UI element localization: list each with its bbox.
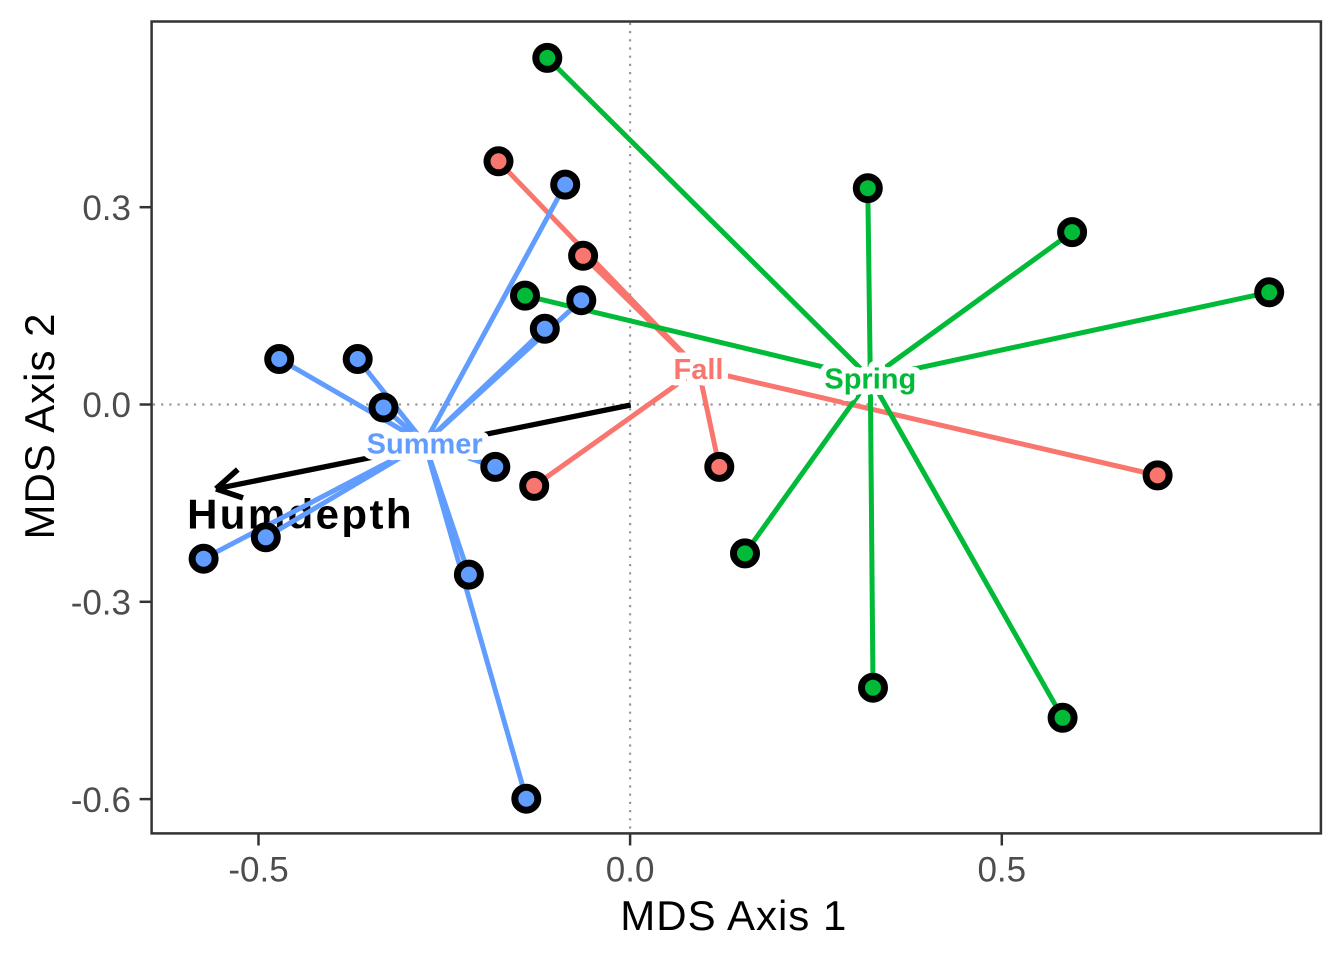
svg-text:0.0: 0.0: [82, 386, 131, 425]
svg-text:0.5: 0.5: [977, 851, 1026, 890]
svg-text:0.3: 0.3: [82, 189, 131, 228]
svg-text:-0.3: -0.3: [71, 584, 131, 623]
svg-text:MDS Axis 2: MDS Axis 2: [16, 312, 63, 539]
svg-text:MDS Axis 1: MDS Axis 1: [620, 892, 847, 939]
svg-text:-0.6: -0.6: [71, 781, 131, 820]
svg-text:-0.5: -0.5: [228, 851, 288, 890]
svg-text:Fall: Fall: [674, 354, 724, 386]
svg-text:0.0: 0.0: [606, 851, 655, 890]
svg-text:Summer: Summer: [367, 428, 483, 460]
svg-text:Summer: Summer: [367, 428, 483, 460]
svg-text:Fall: Fall: [674, 354, 724, 386]
svg-text:Spring: Spring: [824, 363, 916, 395]
svg-text:Spring: Spring: [824, 363, 916, 395]
svg-text:Humdepth: Humdepth: [187, 491, 414, 538]
